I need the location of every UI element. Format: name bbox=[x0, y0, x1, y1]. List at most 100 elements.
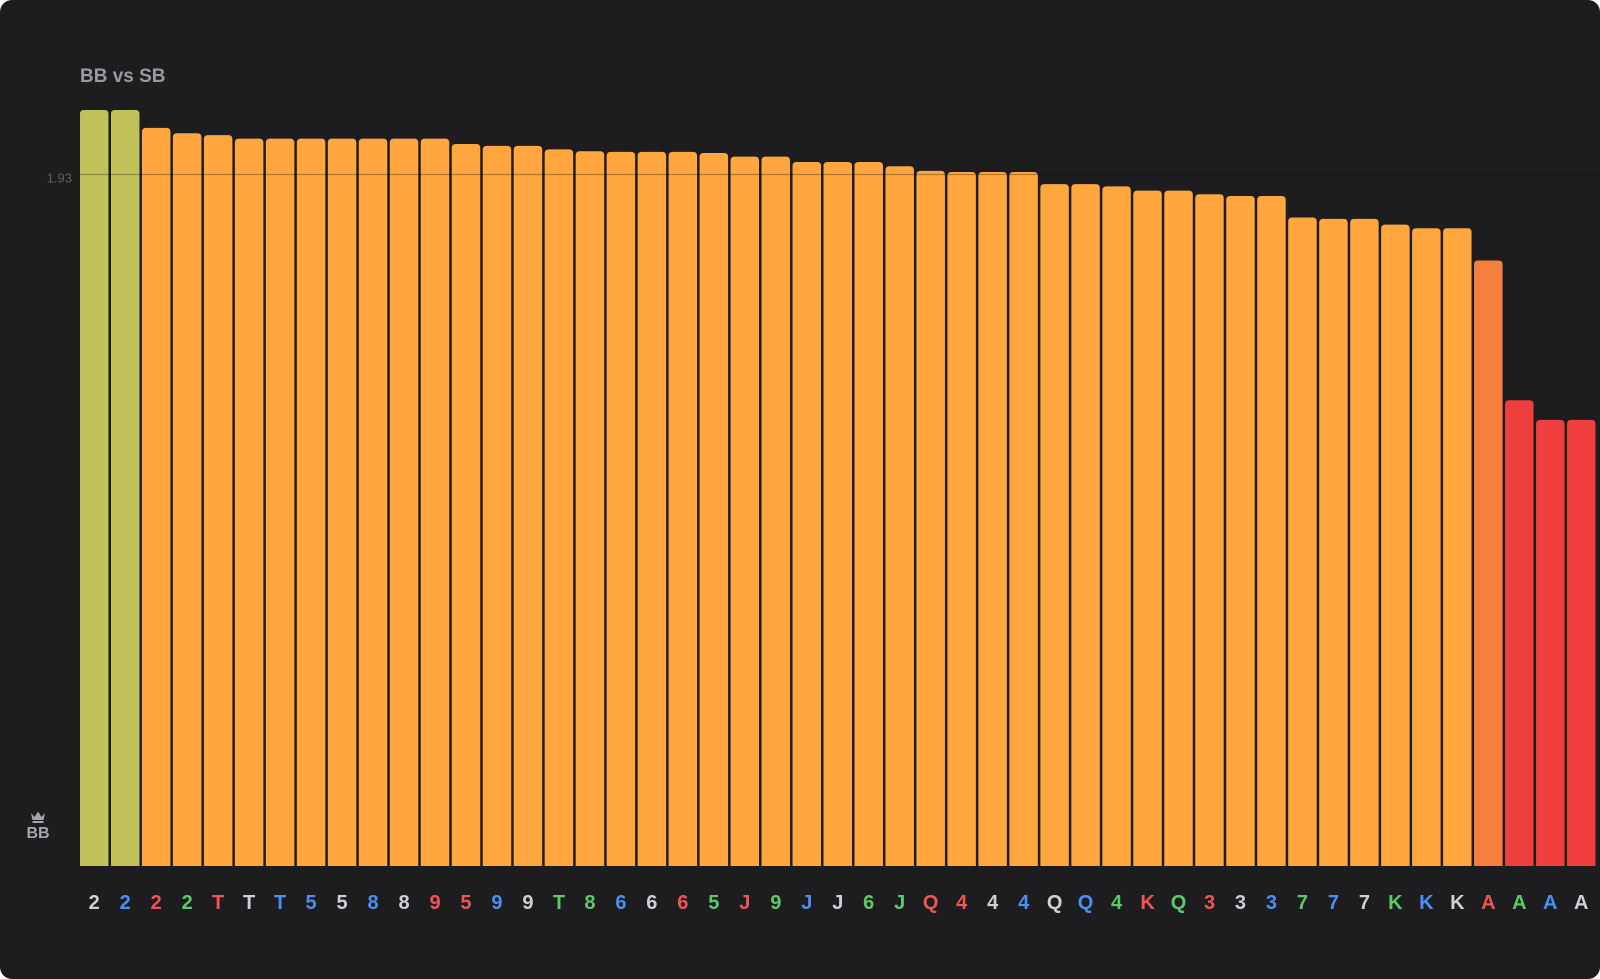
bar-45[interactable] bbox=[1443, 228, 1472, 867]
bar-38[interactable] bbox=[1226, 195, 1255, 866]
x-tick-label: K bbox=[1450, 892, 1465, 914]
bar-18[interactable] bbox=[606, 151, 636, 866]
x-tick-label: T bbox=[243, 892, 255, 914]
bar-49[interactable] bbox=[1567, 419, 1596, 866]
bar-34[interactable] bbox=[1102, 186, 1131, 866]
bar-21[interactable] bbox=[699, 152, 729, 867]
x-tick-label: K bbox=[1140, 892, 1155, 914]
x-tick-label: 9 bbox=[770, 892, 781, 914]
x-tick-label: 9 bbox=[522, 892, 533, 914]
chart-title: BB vs SB bbox=[80, 66, 166, 87]
x-tick-label: 6 bbox=[863, 892, 874, 914]
bar-48[interactable] bbox=[1536, 419, 1565, 866]
x-tick-label: 2 bbox=[151, 892, 162, 914]
x-tick-label: 3 bbox=[1235, 892, 1246, 914]
x-tick-label: 7 bbox=[1328, 892, 1339, 914]
bar-40[interactable] bbox=[1288, 217, 1317, 866]
bar-15[interactable] bbox=[513, 145, 543, 867]
bar-39[interactable] bbox=[1257, 195, 1286, 866]
bar-42[interactable] bbox=[1350, 218, 1379, 866]
x-tick-label: 8 bbox=[367, 892, 378, 914]
x-tick-label: Q bbox=[923, 892, 939, 914]
x-tick-label: A bbox=[1543, 892, 1557, 914]
bar-37[interactable] bbox=[1195, 194, 1224, 867]
bar-13[interactable] bbox=[451, 144, 481, 867]
bar-32[interactable] bbox=[1040, 184, 1069, 867]
x-tick-label: K bbox=[1388, 892, 1403, 914]
bar-20[interactable] bbox=[668, 151, 698, 866]
x-tick-label: 3 bbox=[1266, 892, 1277, 914]
x-tick-label: 5 bbox=[708, 892, 719, 914]
bar-12[interactable] bbox=[420, 138, 450, 866]
x-tick-label: 5 bbox=[337, 892, 348, 914]
bar-14[interactable] bbox=[482, 145, 512, 867]
x-tick-label: 3 bbox=[1204, 892, 1215, 914]
bar-16[interactable] bbox=[544, 149, 574, 866]
x-tick-label: T bbox=[212, 892, 224, 914]
x-tick-label: 9 bbox=[491, 892, 502, 914]
bar-4[interactable] bbox=[172, 133, 202, 867]
x-tick-label: T bbox=[553, 892, 565, 914]
bar-1[interactable] bbox=[80, 110, 109, 866]
x-tick-label: J bbox=[801, 892, 812, 914]
bar-6[interactable] bbox=[234, 138, 264, 866]
bar-25[interactable] bbox=[823, 161, 852, 866]
x-tick-label: 4 bbox=[987, 892, 999, 914]
x-tick-label: J bbox=[739, 892, 750, 914]
bar-8[interactable] bbox=[296, 138, 326, 866]
hero-label: BB bbox=[26, 825, 50, 842]
bar-43[interactable] bbox=[1381, 224, 1410, 866]
bar-27[interactable] bbox=[885, 166, 914, 866]
bar-46[interactable] bbox=[1474, 260, 1503, 866]
bar-11[interactable] bbox=[389, 138, 419, 866]
x-tick-label: A bbox=[1481, 892, 1495, 914]
x-tick-label: 4 bbox=[956, 892, 968, 914]
bar-9[interactable] bbox=[327, 138, 357, 866]
x-tick-label: Q bbox=[1171, 892, 1187, 914]
x-tick-label: A bbox=[1574, 892, 1588, 914]
x-tick-label: 7 bbox=[1297, 892, 1308, 914]
x-tick-label: J bbox=[894, 892, 905, 914]
x-tick-label: T bbox=[274, 892, 286, 914]
x-tick-label: 6 bbox=[646, 892, 657, 914]
bar-23[interactable] bbox=[761, 156, 791, 867]
bar-28[interactable] bbox=[916, 170, 945, 866]
bar-31[interactable] bbox=[1009, 171, 1038, 866]
x-tick-label: 5 bbox=[460, 892, 471, 914]
x-tick-label: J bbox=[832, 892, 843, 914]
reference-line-label: 1.93 bbox=[47, 170, 72, 185]
bar-30[interactable] bbox=[978, 171, 1007, 866]
bar-2[interactable] bbox=[110, 110, 140, 866]
x-tick-label: 2 bbox=[120, 892, 131, 914]
x-tick-label: 7 bbox=[1359, 892, 1370, 914]
bar-10[interactable] bbox=[358, 138, 388, 866]
x-tick-label: K bbox=[1419, 892, 1434, 914]
x-tick-label: 9 bbox=[429, 892, 440, 914]
hero-badge: BB bbox=[18, 810, 58, 843]
x-tick-label: 6 bbox=[677, 892, 688, 914]
bar-26[interactable] bbox=[854, 161, 883, 866]
x-tick-label: Q bbox=[1047, 892, 1063, 914]
x-tick-label: 4 bbox=[1111, 892, 1123, 914]
bar-29[interactable] bbox=[947, 171, 976, 866]
x-tick-label: 2 bbox=[89, 892, 100, 914]
bar-44[interactable] bbox=[1412, 228, 1441, 867]
x-tick-label: 6 bbox=[615, 892, 626, 914]
bar-3[interactable] bbox=[141, 127, 171, 867]
x-tick-label: A bbox=[1512, 892, 1526, 914]
bar-41[interactable] bbox=[1319, 218, 1348, 866]
crown-icon bbox=[31, 811, 45, 823]
bar-33[interactable] bbox=[1071, 184, 1100, 867]
bar-17[interactable] bbox=[575, 151, 605, 866]
bar-5[interactable] bbox=[203, 135, 233, 866]
bar-47[interactable] bbox=[1505, 400, 1534, 866]
bar-22[interactable] bbox=[730, 156, 760, 867]
x-tick-label: Q bbox=[1078, 892, 1094, 914]
bar-7[interactable] bbox=[265, 138, 295, 866]
bar-36[interactable] bbox=[1164, 190, 1193, 867]
bar-24[interactable] bbox=[792, 161, 822, 866]
bar-19[interactable] bbox=[637, 151, 667, 866]
bar-35[interactable] bbox=[1133, 190, 1162, 867]
